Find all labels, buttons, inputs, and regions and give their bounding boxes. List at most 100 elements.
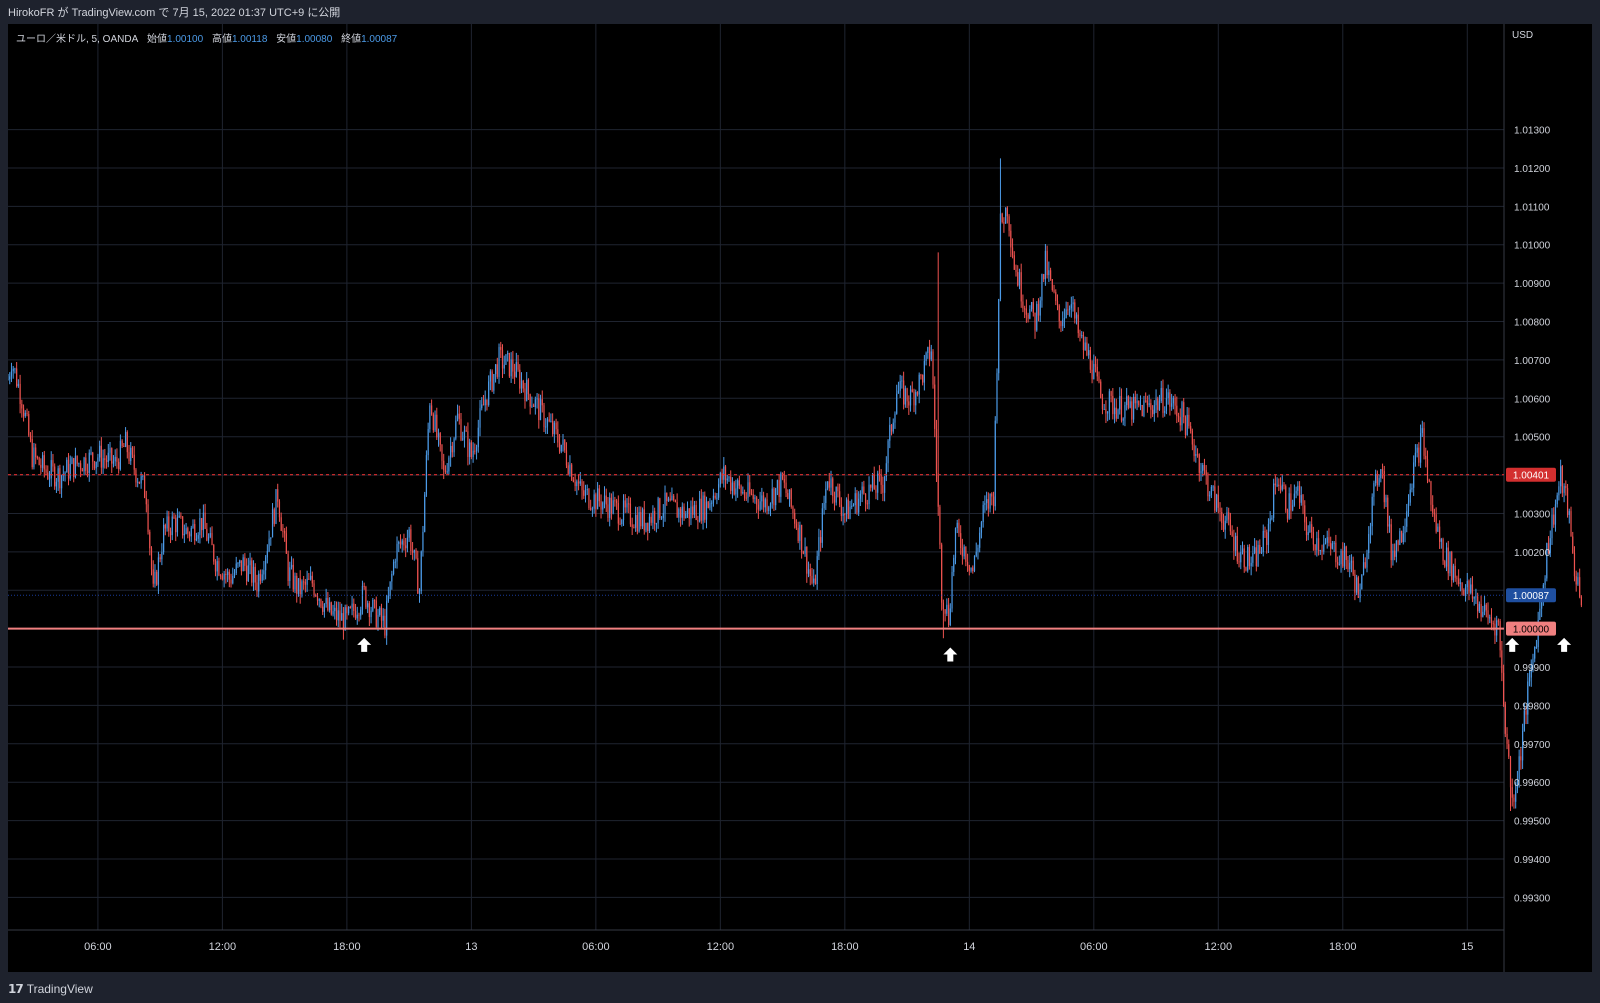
candle-body bbox=[192, 524, 194, 528]
candle-body bbox=[1094, 363, 1097, 367]
candle-body bbox=[353, 603, 355, 611]
candle-body bbox=[1468, 581, 1470, 593]
candle-body bbox=[1502, 672, 1505, 705]
candle-body bbox=[743, 492, 746, 498]
candle-body bbox=[1532, 658, 1534, 665]
candle-body bbox=[749, 482, 751, 494]
candle-body bbox=[875, 489, 877, 493]
candle-body bbox=[735, 488, 737, 495]
x-tick-label: 12:00 bbox=[209, 941, 237, 953]
candle-body bbox=[738, 480, 740, 486]
candle-body bbox=[972, 567, 974, 572]
candle-body bbox=[226, 571, 229, 576]
candle-body bbox=[662, 513, 664, 518]
candle-body bbox=[206, 528, 208, 541]
candle-body bbox=[1535, 646, 1538, 648]
candle-body bbox=[315, 595, 317, 597]
candle-body bbox=[282, 530, 284, 532]
candle-body bbox=[375, 600, 377, 627]
x-tick-label: 18:00 bbox=[333, 941, 361, 953]
y-tick-label: 1.01300 bbox=[1514, 126, 1551, 137]
candle-body bbox=[1539, 608, 1541, 620]
y-tick-label: 0.99500 bbox=[1514, 817, 1551, 828]
candle-body bbox=[624, 500, 626, 508]
candle-body bbox=[724, 466, 727, 481]
candle-body bbox=[401, 540, 403, 545]
candle-body bbox=[360, 609, 362, 616]
candle-body bbox=[953, 557, 955, 572]
x-tick-label: 18:00 bbox=[1329, 941, 1357, 953]
candle-body bbox=[14, 368, 16, 370]
candle-body bbox=[801, 524, 803, 552]
candle-body bbox=[100, 445, 102, 468]
candle-body bbox=[105, 460, 108, 462]
candle-body bbox=[1373, 483, 1375, 497]
candle-body bbox=[313, 583, 315, 596]
candle-body bbox=[1056, 301, 1059, 306]
candle-body bbox=[1006, 207, 1008, 217]
candle-body bbox=[1364, 562, 1366, 568]
candle-body bbox=[1098, 376, 1100, 382]
candle-body bbox=[159, 557, 161, 560]
candle-body bbox=[81, 469, 83, 472]
candle-body bbox=[1271, 517, 1273, 519]
candle-body bbox=[600, 501, 602, 510]
candle-body bbox=[1385, 497, 1387, 503]
tradingview-logo[interactable]: 𝟭𝟳 TradingView bbox=[8, 982, 93, 996]
candle-body bbox=[650, 516, 652, 523]
candle-body bbox=[99, 445, 101, 458]
candle-body bbox=[1234, 535, 1237, 551]
candle-body bbox=[711, 502, 713, 504]
candle-body bbox=[1255, 547, 1257, 567]
candle-body bbox=[318, 599, 320, 601]
candle-body bbox=[1442, 539, 1444, 562]
author-name[interactable]: HirokoFR bbox=[8, 7, 55, 19]
site-name[interactable]: TradingView.com bbox=[71, 7, 156, 19]
candle-body bbox=[358, 614, 360, 616]
candle-body bbox=[565, 450, 568, 466]
candle-body bbox=[453, 438, 455, 453]
candle-body bbox=[408, 529, 410, 538]
candle-body bbox=[1513, 797, 1515, 802]
candle-body bbox=[418, 591, 421, 594]
candle-body bbox=[740, 485, 742, 494]
candle-body bbox=[309, 575, 312, 580]
candle-body bbox=[572, 479, 574, 482]
last-price-badge bbox=[1506, 588, 1556, 603]
candle-body bbox=[621, 520, 623, 525]
candle-body bbox=[1566, 488, 1569, 515]
footer: 𝟭𝟳 TradingView bbox=[0, 972, 1600, 1003]
candle-body bbox=[349, 607, 351, 609]
candle-body bbox=[830, 478, 832, 488]
candle-body bbox=[247, 565, 249, 582]
candle-body bbox=[1079, 333, 1081, 336]
candle-body bbox=[946, 604, 948, 614]
candle-body bbox=[335, 607, 338, 621]
candle-body bbox=[244, 557, 246, 566]
candle-body bbox=[43, 455, 45, 470]
candle-body bbox=[1209, 494, 1211, 497]
candle-body bbox=[48, 478, 51, 480]
candle-body bbox=[1400, 531, 1403, 543]
candle-body bbox=[1419, 433, 1422, 463]
candle-body bbox=[942, 602, 944, 610]
price-chart[interactable]: 1.00401 1.00000 1.00087 USD 1.01300 1.01200 1.… bbox=[8, 24, 1592, 972]
candle-body bbox=[131, 447, 134, 455]
candle-body bbox=[839, 491, 841, 505]
candle-body bbox=[1030, 302, 1033, 310]
candle-body bbox=[1240, 551, 1242, 563]
candle-body bbox=[588, 489, 590, 509]
candle-body bbox=[986, 499, 988, 504]
candle-body bbox=[180, 515, 182, 517]
candle-body bbox=[1371, 496, 1373, 527]
candle-body bbox=[1224, 520, 1226, 530]
candle-body bbox=[1174, 397, 1176, 406]
candle-body bbox=[937, 473, 939, 507]
candle-body bbox=[546, 419, 549, 427]
candle-body bbox=[1020, 272, 1022, 302]
candle-body bbox=[1487, 610, 1489, 619]
candle-body bbox=[1274, 483, 1276, 486]
candle-body bbox=[1328, 537, 1330, 543]
symbol-label[interactable]: ユーロ／米ドル, 5, OANDA bbox=[16, 34, 139, 45]
chart-panel[interactable]: 1.00401 1.00000 1.00087 USD 1.01300 1.01200 1.… bbox=[8, 24, 1592, 972]
